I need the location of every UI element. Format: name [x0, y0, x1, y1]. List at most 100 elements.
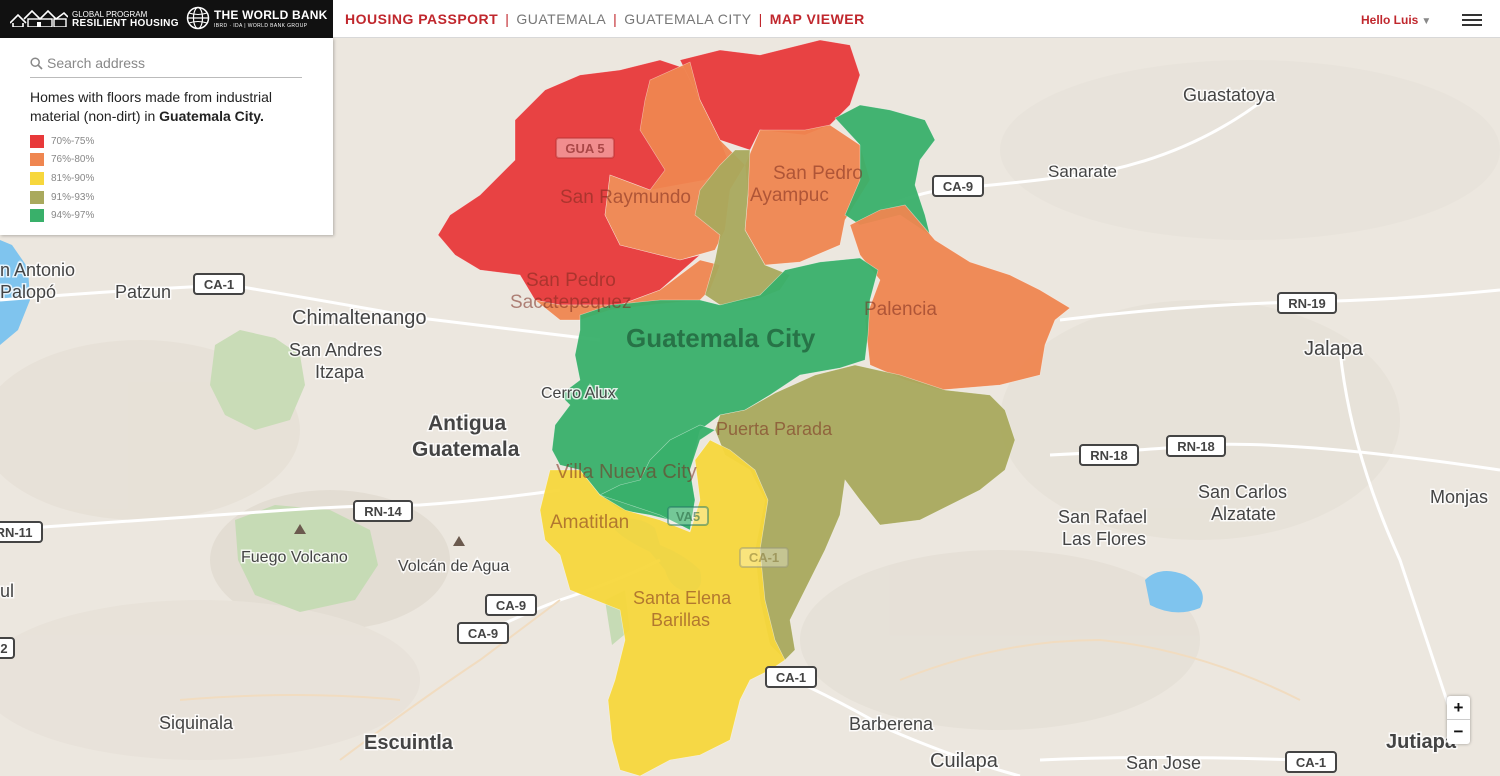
label-amatitlan: Amatitlan	[550, 512, 629, 533]
label-puerta-parada: Puerta Parada	[716, 419, 833, 439]
user-menu[interactable]: Hello Luis ▼	[1361, 13, 1431, 27]
region-ne-green[interactable]	[834, 104, 936, 236]
label-antigua-2: Guatemala	[412, 438, 520, 461]
search-bar[interactable]	[30, 53, 302, 78]
label-fuego: Fuego Volcano	[241, 549, 348, 566]
choropleth-municipalities[interactable]	[437, 39, 1071, 776]
legend-item: 94%-97%	[30, 206, 94, 225]
shield-va5: VA5	[667, 506, 709, 526]
label-jutiapa: Jutiapa	[1386, 731, 1457, 753]
shield-rn19-label: RN-19	[1288, 296, 1326, 311]
shield-ca1-b-label: CA-1	[749, 550, 779, 565]
shield-ca1-d: CA-1	[1285, 751, 1337, 773]
houses-logo-icon	[10, 9, 68, 27]
shield-rn14-label: RN-14	[364, 504, 402, 519]
breadcrumb-separator: |	[758, 11, 763, 27]
shield-r2-label: 2	[0, 641, 7, 656]
label-left-edge: ul	[0, 581, 14, 601]
label-barberena: Barberena	[849, 714, 934, 734]
volcano-icon	[294, 524, 465, 546]
label-villa-nueva: Villa Nueva City	[556, 461, 697, 483]
label-cuilapa: Cuilapa	[930, 750, 999, 772]
zoom-in-button[interactable]: +	[1447, 696, 1470, 720]
breadcrumb: HOUSING PASSPORT | GUATEMALA | GUATEMALA CIT…	[345, 11, 865, 27]
zoom-controls: + −	[1447, 696, 1470, 744]
breadcrumb-guatemala[interactable]: GUATEMALA	[516, 11, 607, 27]
legend-title-city: Guatemala City.	[159, 108, 264, 124]
label-chimaltenango: Chimaltenango	[292, 307, 427, 329]
legend-swatch	[30, 190, 44, 204]
label-san-antonio-2: Palopó	[0, 282, 56, 302]
label-monjas: Monjas	[1430, 487, 1488, 507]
place-labels: Guastatoya Sanarate Jalapa n Antonio Pal…	[0, 84, 1490, 775]
legend-label: 81%-90%	[51, 172, 95, 184]
label-san-raymundo: San Raymundo	[560, 187, 691, 208]
label-patzun: Patzun	[115, 282, 171, 302]
label-sanarate: Sanarate	[1048, 162, 1117, 181]
legend-swatch	[30, 171, 44, 185]
shield-ca9-a: CA-9	[932, 175, 984, 197]
label-siquinala: Siquinala	[159, 713, 234, 733]
legend-item: 76%-80%	[30, 151, 94, 170]
legend-swatch	[30, 153, 44, 167]
breadcrumb-separator: |	[505, 11, 510, 27]
label-san-antonio-1: n Antonio	[0, 260, 75, 280]
shield-ca1-c-label: CA-1	[776, 670, 806, 685]
breadcrumb-housing-passport[interactable]: HOUSING PASSPORT	[345, 11, 499, 27]
shield-rn18-a-label: RN-18	[1090, 448, 1128, 463]
region-north-red-2[interactable]	[679, 39, 861, 151]
legend-label: 76%-80%	[51, 154, 95, 166]
label-san-rafael-1: San Rafael	[1058, 507, 1147, 527]
region-amatitlan-green[interactable]	[599, 424, 716, 531]
caret-down-icon: ▼	[1421, 16, 1432, 27]
legend-label: 70%-75%	[51, 135, 95, 147]
worldbank-line1: THE WORLD BANK	[214, 8, 328, 22]
shield-gua5: GUA 5	[555, 137, 615, 159]
label-antigua-1: Antigua	[428, 412, 506, 435]
label-san-carlos-2: Alzatate	[1211, 504, 1276, 524]
legend-item: 91%-93%	[30, 188, 94, 207]
label-agua: Volcán de Agua	[398, 558, 509, 575]
shield-va5-label: VA5	[676, 509, 700, 524]
top-navigation-bar: GLOBAL PROGRAM RESILIENT HOUSING THE WOR…	[0, 0, 1500, 38]
label-jalapa: Jalapa	[1304, 338, 1364, 360]
legend-swatch	[30, 209, 44, 223]
region-amatitlan-south[interactable]	[539, 439, 786, 776]
shield-r2: 2	[0, 637, 15, 659]
user-greeting: Hello Luis	[1361, 13, 1419, 27]
brand-logos[interactable]: GLOBAL PROGRAM RESILIENT HOUSING THE WOR…	[0, 0, 333, 38]
breadcrumb-guatemala-city[interactable]: GUATEMALA CITY	[624, 11, 752, 27]
brand-line1: GLOBAL PROGRAM	[72, 10, 148, 19]
hamburger-menu-icon[interactable]	[1462, 14, 1482, 26]
search-address-input[interactable]	[47, 53, 297, 73]
shield-ca1-c: CA-1	[765, 666, 817, 688]
shield-rn18-b: RN-18	[1166, 435, 1226, 457]
shield-gua5-label: GUA 5	[565, 141, 604, 156]
shield-ca1-d-label: CA-1	[1296, 755, 1326, 770]
region-guatemala-city[interactable]	[551, 257, 879, 531]
legend-label: 91%-93%	[51, 191, 95, 203]
shield-ca9-a-label: CA-9	[943, 179, 973, 194]
shield-ca9-c: CA-9	[457, 622, 509, 644]
label-santa-elena-2: Barillas	[651, 610, 710, 630]
road-shields: GUA 5 CA-9 CA-1 RN-19 RN-18 RN-18 RN-14 …	[0, 137, 1337, 773]
shield-ca9-b-label: CA-9	[496, 598, 526, 613]
legend-item: 81%-90%	[30, 169, 94, 188]
label-cerro-alux: Cerro Alux	[541, 385, 616, 402]
label-san-rafael-2: Las Flores	[1062, 529, 1146, 549]
label-san-pedro-ayampuc-1: San Pedro	[773, 163, 863, 184]
label-san-pedro-ayampuc-2: Ayampuc	[750, 185, 829, 206]
label-san-andres-2: Itzapa	[315, 362, 365, 382]
search-icon	[30, 57, 43, 70]
world-bank-text: THE WORLD BANK IBRD · IDA | WORLD BANK G…	[214, 8, 327, 29]
label-guatemala-city: Guatemala City	[626, 323, 816, 353]
shield-rn19: RN-19	[1277, 292, 1337, 314]
zoom-out-button[interactable]: −	[1453, 722, 1464, 741]
label-san-andres-1: San Andres	[289, 340, 382, 360]
breadcrumb-map-viewer[interactable]: MAP VIEWER	[769, 11, 865, 27]
legend-item: 70%-75%	[30, 132, 94, 151]
shield-ca1-a: CA-1	[193, 273, 245, 295]
shield-rn11-label: RN-11	[0, 525, 32, 540]
label-san-carlos-1: San Carlos	[1198, 482, 1287, 502]
shield-ca1-b: CA-1	[739, 547, 789, 568]
